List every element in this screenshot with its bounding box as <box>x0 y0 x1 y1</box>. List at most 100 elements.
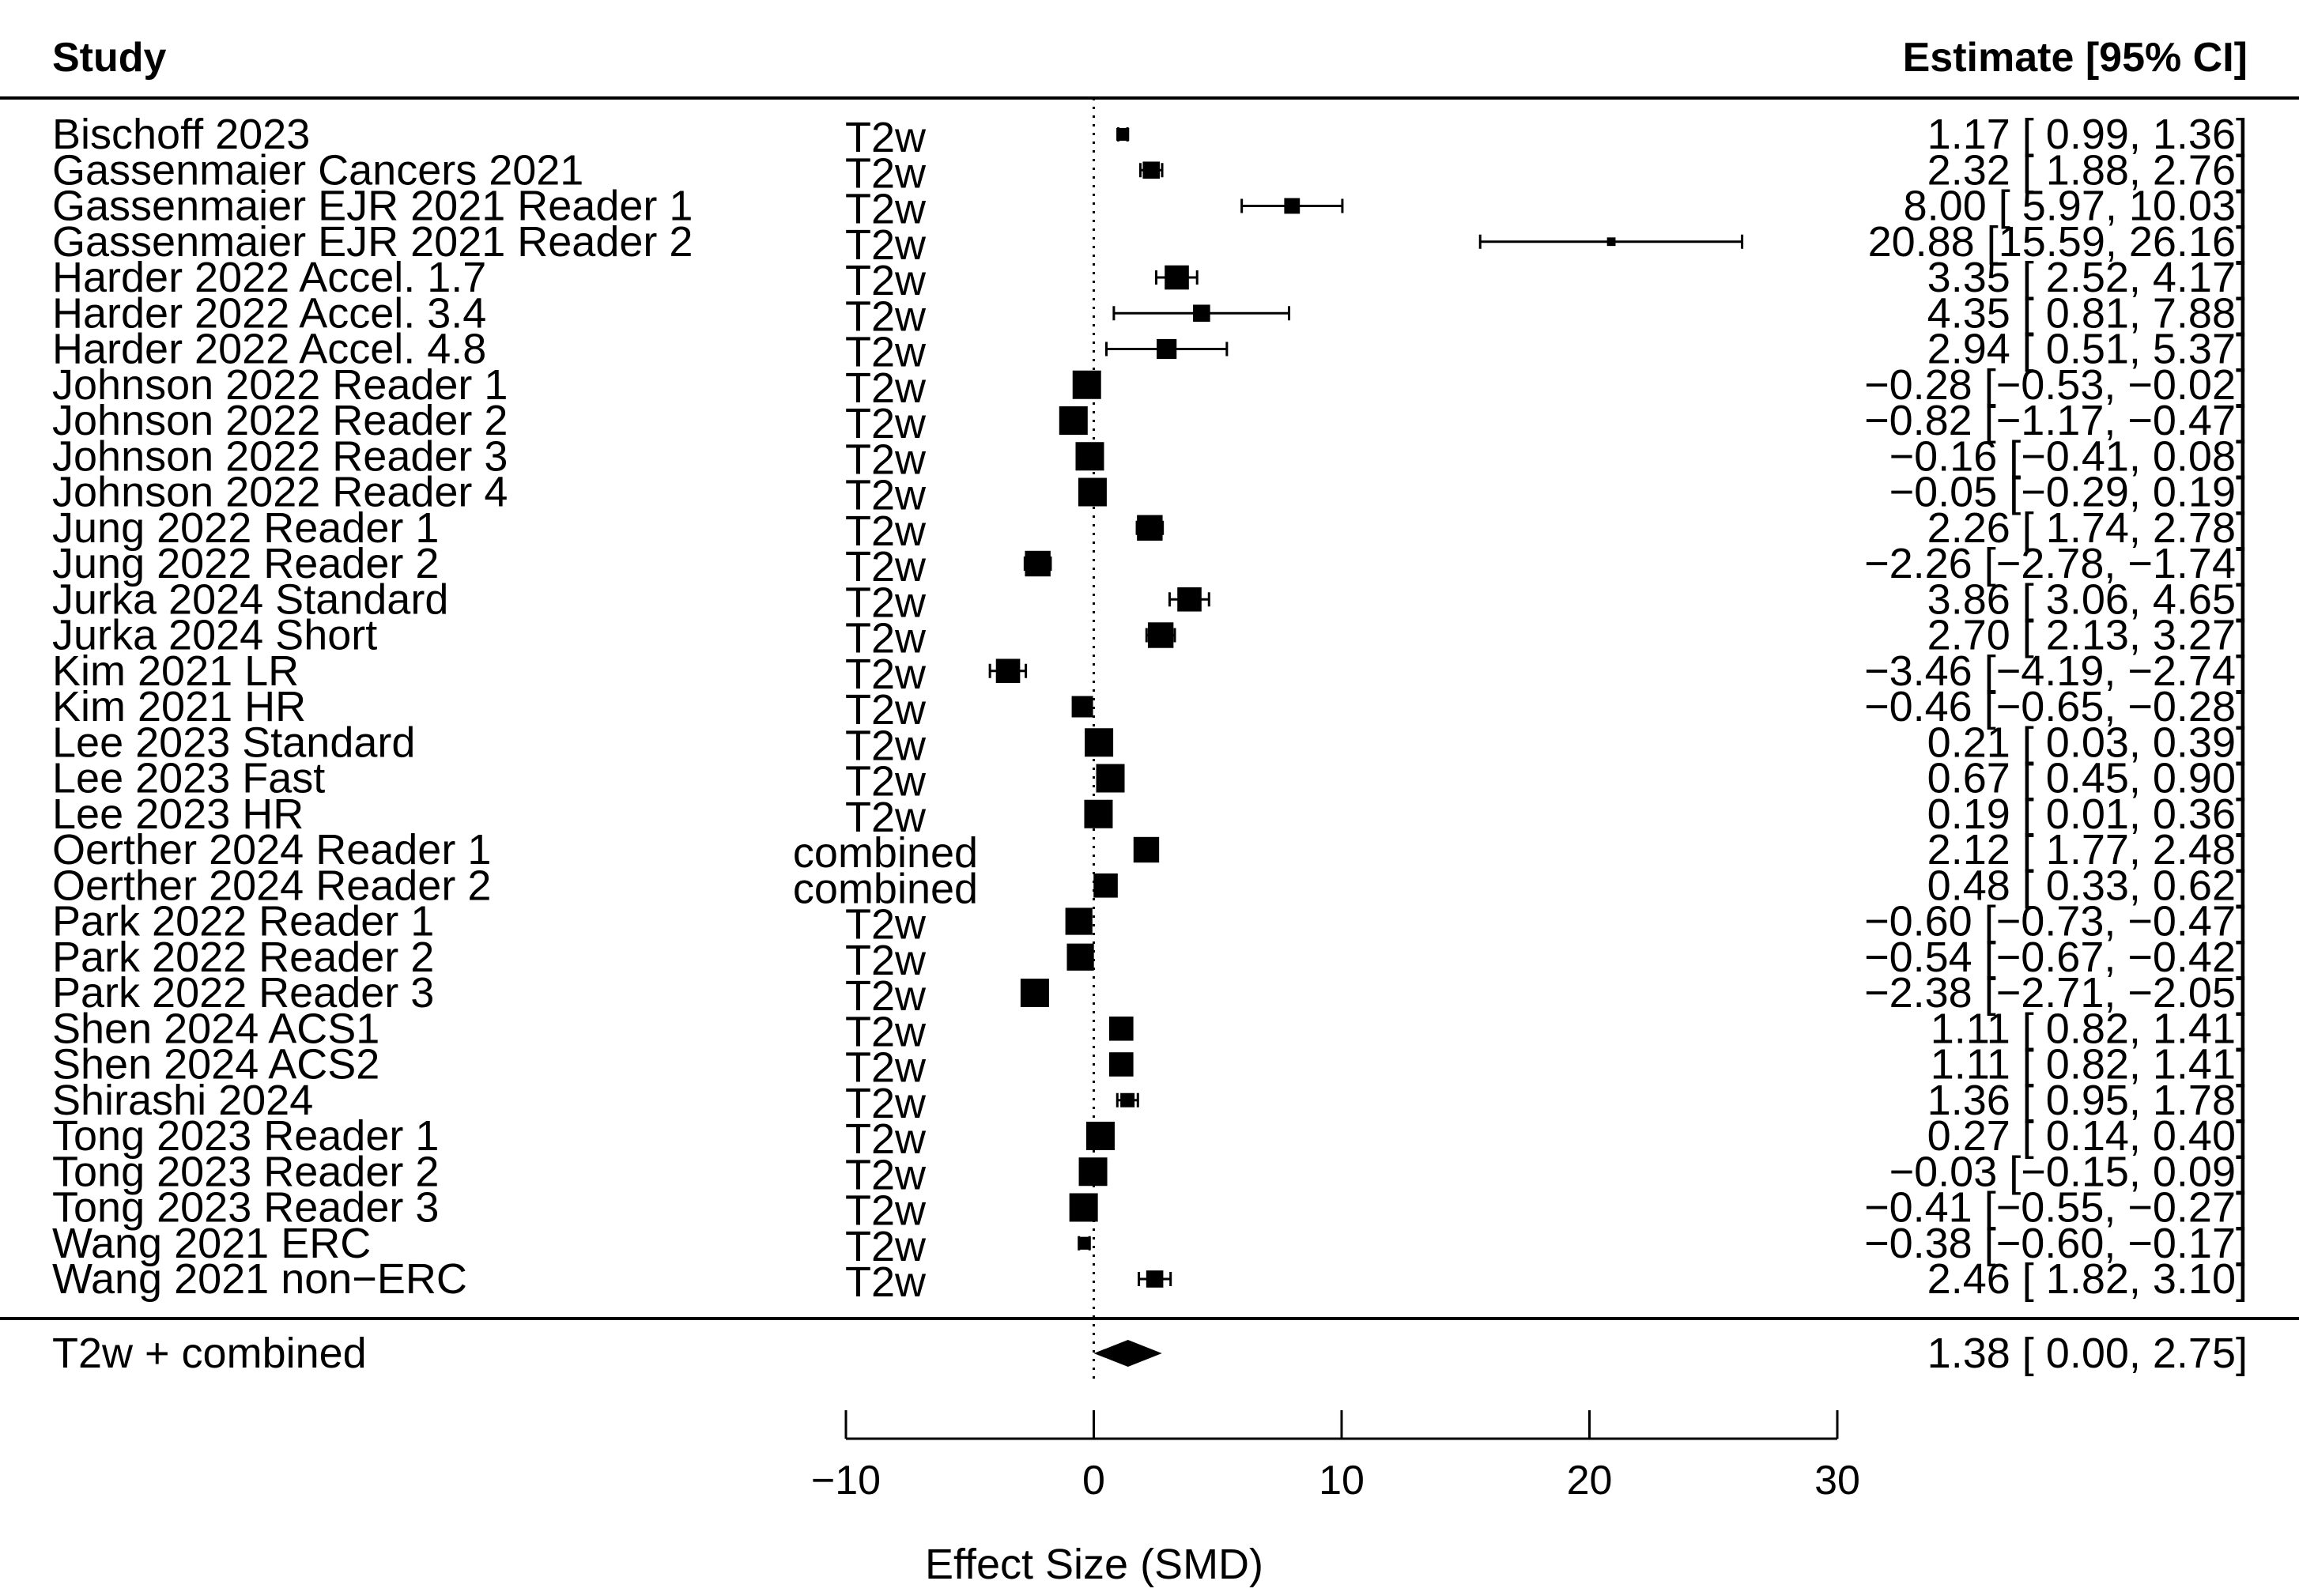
study-name: Lee 2023 Fast <box>52 755 325 802</box>
study-row: Park 2022 Reader 1 T2w −0.60 [−0.73, −0.47… <box>52 898 2248 949</box>
study-rows: Bischoff 2023 T2w 1.17 [ 0.99, 1.36]Gassen… <box>52 111 2248 1306</box>
study-sequence: T2w <box>845 794 927 841</box>
study-estimate-ci: −2.38 [−2.71, −2.05] <box>1864 969 2248 1017</box>
point-estimate-box <box>1108 1016 1134 1041</box>
study-estimate-ci: −0.16 [−0.41, 0.08] <box>1889 432 2248 480</box>
point-estimate-box <box>1606 237 1616 247</box>
study-estimate-ci: 20.88 [15.59, 26.16] <box>1868 218 2248 266</box>
study-estimate-ci: 3.35 [ 2.52, 4.17] <box>1927 254 2248 301</box>
study-name: Park 2022 Reader 2 <box>52 934 434 981</box>
study-sequence: T2w <box>845 221 927 269</box>
study-name: Harder 2022 Accel. 4.8 <box>52 326 486 373</box>
study-row: Johnson 2022 Reader 1 T2w −0.28 [−0.53, −0… <box>52 361 2248 412</box>
study-sequence: combined <box>793 829 978 877</box>
study-name: Park 2022 Reader 1 <box>52 898 434 945</box>
study-sequence: T2w <box>845 1044 927 1092</box>
point-estimate-box <box>1116 127 1130 141</box>
point-estimate-box <box>1069 1193 1098 1222</box>
x-tick-label: 30 <box>1814 1458 1860 1504</box>
point-estimate-box <box>1071 696 1093 718</box>
point-estimate-box <box>1072 370 1101 399</box>
study-row: Lee 2023 Fast T2w 0.67 [ 0.45, 0.90] <box>52 755 2248 806</box>
study-estimate-ci: −0.28 [−0.53, −0.02] <box>1864 361 2248 409</box>
point-estimate-box <box>1020 979 1049 1007</box>
point-estimate-box <box>1078 1157 1108 1187</box>
study-sequence: T2w <box>845 901 927 949</box>
study-estimate-ci: −0.03 [−0.15, 0.09] <box>1889 1148 2248 1195</box>
study-row: Jung 2022 Reader 1 T2w 2.26 [ 1.74, 2.78] <box>52 504 2248 555</box>
study-estimate-ci: −0.46 [−0.65, −0.28] <box>1864 683 2248 730</box>
x-tick-label: 20 <box>1567 1458 1613 1504</box>
study-row: Harder 2022 Accel. 4.8 T2w 2.94 [ 0.51, 5.… <box>52 326 2248 376</box>
study-estimate-ci: −3.46 [−4.19, −2.74] <box>1864 647 2248 695</box>
study-name: Shen 2024 ACS2 <box>52 1041 379 1089</box>
study-sequence: T2w <box>845 400 927 447</box>
study-row: Harder 2022 Accel. 3.4 T2w 4.35 [ 0.81, 7.… <box>52 289 2248 340</box>
study-name: Park 2022 Reader 3 <box>52 969 434 1017</box>
point-estimate-box <box>1065 907 1093 935</box>
study-sequence: T2w <box>845 257 927 304</box>
study-row: Oerther 2024 Reader 1 combined 2.12 [ 1.77… <box>52 826 2248 877</box>
study-sequence: T2w <box>845 1223 927 1270</box>
study-name: Wang 2021 ERC <box>52 1220 371 1267</box>
point-estimate-box <box>1177 587 1202 612</box>
study-row: Wang 2021 ERC T2w −0.38 [−0.60, −0.17] <box>52 1220 2248 1270</box>
point-estimate-box <box>1075 442 1104 471</box>
study-row: Shirashi 2024 T2w 1.36 [ 0.95, 1.78] <box>52 1077 2248 1127</box>
study-name: Jung 2022 Reader 2 <box>52 540 439 587</box>
study-name: Gassenmaier Cancers 2021 <box>52 146 583 194</box>
study-sequence: T2w <box>845 543 927 590</box>
study-row: Johnson 2022 Reader 3 T2w −0.16 [−0.41, 0.… <box>52 432 2248 483</box>
study-estimate-ci: 4.35 [ 0.81, 7.88] <box>1927 289 2248 337</box>
study-sequence: T2w <box>845 937 927 984</box>
study-estimate-ci: 2.70 [ 2.13, 3.27] <box>1927 612 2248 659</box>
study-row: Park 2022 Reader 3 T2w −2.38 [−2.71, −2.05… <box>52 969 2248 1020</box>
study-row: Oerther 2024 Reader 2 combined 0.48 [ 0.33… <box>52 862 2248 912</box>
point-estimate-box <box>995 658 1021 684</box>
study-row: Shen 2024 ACS2 T2w 1.11 [ 0.82, 1.41] <box>52 1041 2248 1092</box>
study-sequence: T2w <box>845 972 927 1020</box>
study-estimate-ci: 8.00 [ 5.97, 10.03] <box>1904 183 2248 230</box>
study-sequence: T2w <box>845 472 927 519</box>
study-sequence: T2w <box>845 686 927 734</box>
study-sequence: T2w <box>845 149 927 197</box>
study-estimate-ci: 0.48 [ 0.33, 0.62] <box>1927 862 2248 909</box>
point-estimate-box <box>1193 304 1210 323</box>
study-name: Oerther 2024 Reader 1 <box>52 826 491 873</box>
point-estimate-box <box>1059 406 1088 435</box>
study-row: Johnson 2022 Reader 4 T2w −0.05 [−0.29, 0.… <box>52 469 2248 519</box>
study-sequence: T2w <box>845 507 927 555</box>
study-sequence: T2w <box>845 579 927 626</box>
study-sequence: T2w <box>845 329 927 376</box>
study-name: Johnson 2022 Reader 4 <box>52 469 508 516</box>
study-estimate-ci: 1.36 [ 0.95, 1.78] <box>1927 1077 2248 1124</box>
study-row: Lee 2023 HR T2w 0.19 [ 0.01, 0.36] <box>52 790 2248 841</box>
point-estimate-box <box>1096 764 1125 793</box>
study-name: Shen 2024 ACS1 <box>52 1005 379 1052</box>
study-estimate-ci: 2.46 [ 1.82, 3.10] <box>1927 1255 2248 1303</box>
study-column-header: Study <box>52 35 167 81</box>
x-axis-label: Effect Size (SMD) <box>925 1541 1263 1588</box>
summary-row: T2w + combined 1.38 [ 0.00, 2.75] <box>52 1330 2248 1377</box>
point-estimate-box <box>1133 836 1160 863</box>
study-sequence: T2w <box>845 292 927 340</box>
point-estimate-box <box>1146 1270 1164 1288</box>
study-estimate-ci: −0.60 [−0.73, −0.47] <box>1864 898 2248 945</box>
study-sequence: combined <box>793 865 978 912</box>
x-tick-label: 0 <box>1082 1458 1105 1504</box>
point-estimate-box <box>1084 799 1113 828</box>
study-estimate-ci: 0.21 [ 0.03, 0.39] <box>1927 719 2248 766</box>
study-estimate-ci: 0.19 [ 0.01, 0.36] <box>1927 790 2248 838</box>
study-name: Jurka 2024 Standard <box>52 575 448 623</box>
point-estimate-box <box>1284 198 1301 214</box>
study-estimate-ci: 1.17 [ 0.99, 1.36] <box>1927 111 2248 158</box>
study-name: Kim 2021 LR <box>52 647 299 695</box>
study-name: Lee 2023 HR <box>52 790 304 838</box>
study-row: Park 2022 Reader 2 T2w −0.54 [−0.67, −0.42… <box>52 934 2248 984</box>
study-name: Wang 2021 non−ERC <box>52 1255 467 1303</box>
summary-diamond <box>1093 1340 1162 1367</box>
study-name: Johnson 2022 Reader 2 <box>52 397 508 444</box>
study-row: Gassenmaier EJR 2021 Reader 2 T2w 20.88 [1… <box>52 218 2248 269</box>
summary-label: T2w + combined <box>52 1330 367 1377</box>
